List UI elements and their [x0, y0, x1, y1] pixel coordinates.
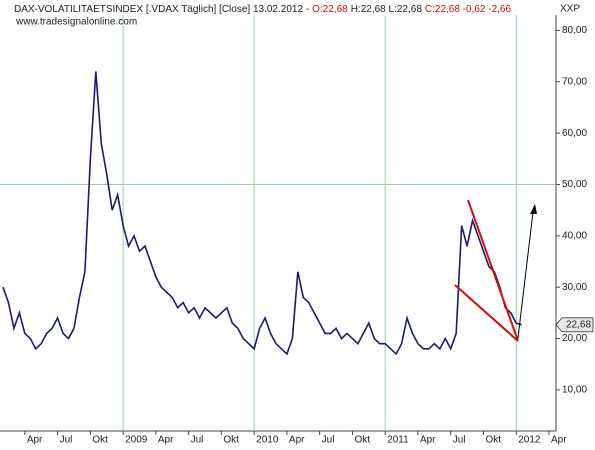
last-value-marker	[555, 317, 594, 333]
high-low-label: H:22,68 L:22,68	[351, 4, 423, 15]
x-tick-label: Okt	[223, 435, 239, 446]
plot-area: 10,00 20,00 30,00 40,00 50,00 60,00 70,00 80,00…	[0, 15, 587, 446]
arrow-head	[530, 204, 537, 214]
chart-title: DAX-VOLATILITAETSINDEX [.VDAX Täglich] […	[14, 4, 511, 15]
y-tick-label: 50,00	[562, 179, 587, 190]
arrow	[517, 211, 534, 339]
x-tick-label: 2010	[256, 435, 279, 446]
x-tick-label: Jul	[60, 435, 73, 446]
trendline	[454, 284, 519, 342]
close-label: C:22,68 -0,62 -2,66	[425, 4, 512, 15]
x-tick-label: Jul	[453, 435, 466, 446]
y-axis-label: XXP	[560, 4, 580, 15]
x-tick-label: Jul	[322, 435, 335, 446]
x-tick-label: 2012	[518, 435, 541, 446]
x-tick-label: 2009	[125, 435, 148, 446]
y-tick-label: 70,00	[562, 76, 587, 87]
y-tick-label: 30,00	[562, 282, 587, 293]
x-tick-label: Okt	[485, 435, 501, 446]
y-tick-label: 60,00	[562, 128, 587, 139]
x-tick-label: Apr	[158, 435, 174, 446]
x-tick-label: Apr	[27, 435, 43, 446]
y-tick-label: 80,00	[562, 25, 587, 36]
x-tick-label: Apr	[289, 435, 305, 446]
y-tick-label: 20,00	[562, 333, 587, 344]
y-tick-label: 40,00	[562, 230, 587, 241]
y-tick-label: 10,00	[562, 385, 587, 396]
data-line	[2, 71, 522, 356]
last-value-label: 22,68	[566, 319, 591, 330]
title: DAX-VOLATILITAETSINDEX [.VDAX Täglich] […	[14, 4, 309, 15]
x-tick-label: 2011	[387, 435, 409, 446]
x-tick-label: Apr	[420, 435, 436, 446]
trendline	[467, 199, 519, 342]
x-tick-label: Okt	[354, 435, 370, 446]
x-tick-label: Jul	[191, 435, 204, 446]
x-tick-label: Okt	[92, 435, 108, 446]
subtitle: www.tradesignalonline.com	[15, 17, 137, 28]
x-tick-label: Apr	[551, 435, 567, 446]
open-label: O:22,68	[312, 4, 348, 15]
